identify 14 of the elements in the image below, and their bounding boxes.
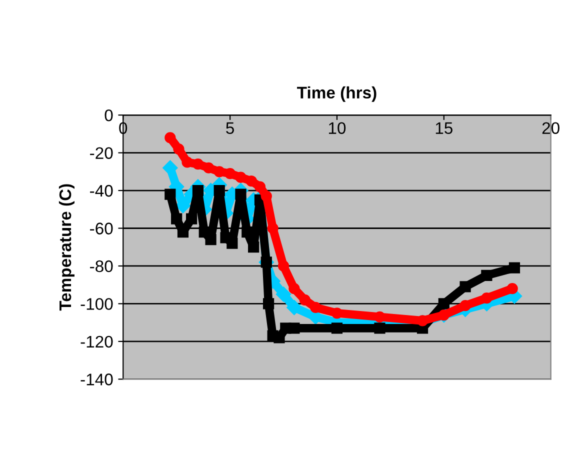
x-tick-label: 5 [226, 122, 234, 134]
y-tick-label: -60 [90, 222, 113, 234]
x-axis-title: Time (hrs) [297, 86, 376, 102]
x-tick-label: 10 [328, 122, 346, 134]
y-tick-label: -40 [90, 184, 113, 197]
x-tick-label: 20 [542, 122, 560, 134]
y-tick-label: 0 [104, 109, 113, 122]
y-tick-label: -100 [80, 298, 113, 310]
y-tick-label: -80 [90, 260, 113, 272]
y-tick-label: -120 [80, 336, 113, 348]
y-axis-title: Temperature (C) [58, 184, 74, 311]
y-tick-label: -140 [80, 374, 113, 386]
y-tick-label: -20 [90, 147, 113, 159]
x-tick-label: 15 [436, 122, 452, 134]
